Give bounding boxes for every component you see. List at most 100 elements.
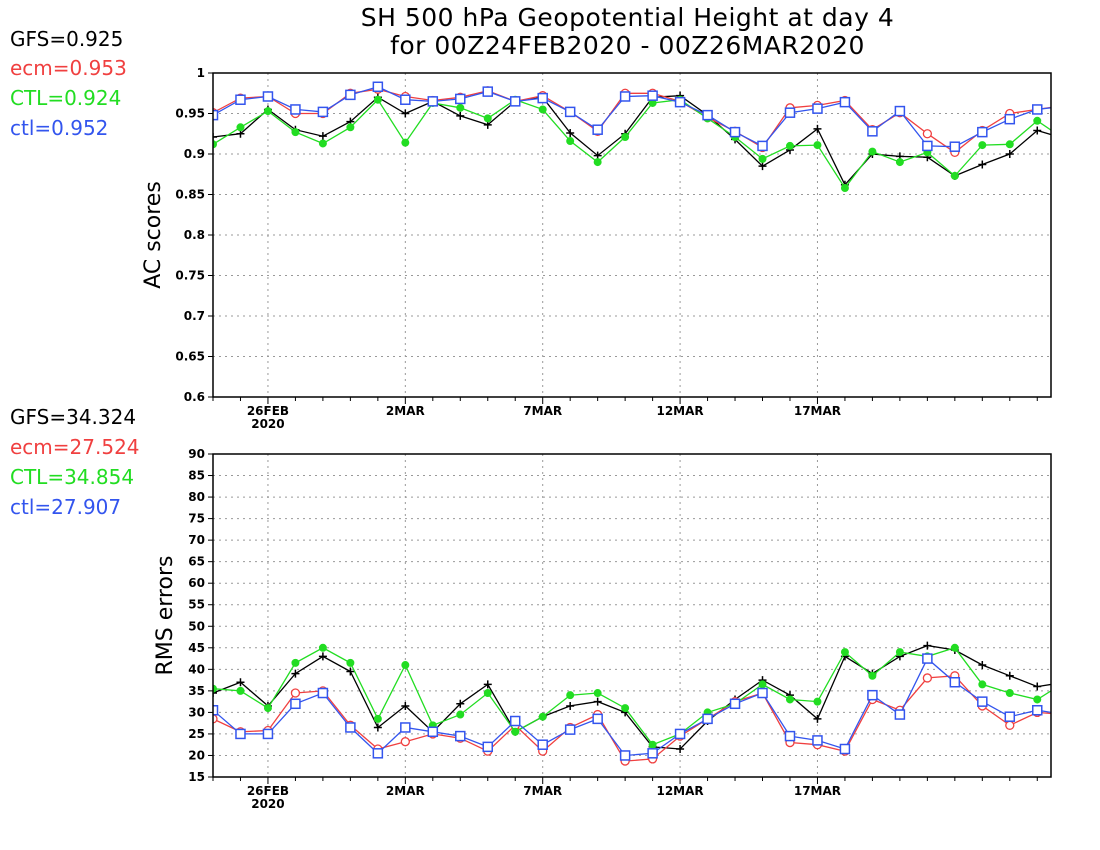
chart-title-line-1: SH 500 hPa Geopotential Height at day 4 [360, 3, 895, 32]
data-point [729, 126, 741, 138]
data-point [1061, 711, 1069, 719]
data-point [1004, 711, 1016, 722]
data-point [978, 141, 987, 150]
data-point [290, 104, 301, 115]
y-tick-label: 40 [188, 662, 205, 676]
data-point [895, 648, 904, 657]
data-point [895, 158, 904, 167]
data-point [511, 727, 520, 736]
y-tick-label: 20 [188, 748, 205, 762]
series-ecm [213, 671, 1069, 766]
data-point [482, 741, 494, 753]
data-point [812, 735, 823, 746]
data-point [1005, 150, 1014, 158]
data-point [757, 140, 768, 152]
data-point [1005, 671, 1014, 680]
data-point [235, 94, 246, 105]
data-point [400, 722, 411, 733]
data-point [291, 669, 300, 678]
data-point [372, 748, 384, 759]
y-tick-label: 0.6 [184, 390, 205, 404]
data-point [537, 92, 548, 104]
data-point [868, 147, 877, 156]
data-point [758, 154, 767, 163]
data-point [1033, 126, 1042, 135]
x-tick-label: 2MAR [386, 404, 425, 418]
data-point [538, 105, 547, 114]
data-point [592, 713, 603, 725]
x-year-label: 2020 [251, 797, 284, 811]
data-point [538, 712, 547, 721]
legend-ac-gfs: GFS=0.925 [10, 27, 124, 51]
data-point [263, 107, 272, 116]
data-point [456, 103, 465, 112]
y-tick-label: 0.8 [184, 228, 205, 242]
data-point [483, 689, 492, 698]
data-point [621, 704, 630, 713]
legend-rms-gfs: GFS=34.324 [10, 405, 137, 429]
legend-rms-ecm: ecm=27.524 [10, 435, 140, 459]
plot-area [213, 641, 1069, 766]
y-tick-label: 25 [188, 727, 205, 741]
data-point [290, 698, 301, 710]
y-tick-label: 0.65 [175, 350, 205, 364]
data-point [345, 89, 356, 101]
data-point [317, 106, 329, 118]
data-point [1060, 710, 1069, 719]
data-point [922, 653, 933, 664]
data-point [455, 93, 466, 105]
x-tick-label: 17MAR [794, 404, 841, 418]
series-ctl [213, 81, 1069, 152]
data-point [702, 713, 713, 725]
data-point [977, 126, 988, 138]
data-point [758, 162, 767, 171]
series-line-ctl [213, 657, 1051, 757]
y-tick-label: 50 [188, 619, 205, 633]
data-point [674, 728, 686, 740]
y-tick-label: 90 [188, 447, 205, 461]
data-point [400, 737, 410, 747]
data-point [400, 94, 411, 105]
data-point [813, 714, 822, 723]
y-tick-label: 30 [188, 705, 205, 719]
data-point [564, 106, 576, 118]
data-point [839, 96, 851, 108]
data-point [346, 667, 355, 676]
data-point [236, 686, 245, 695]
data-point [427, 96, 439, 107]
data-point [213, 684, 217, 693]
y-tick-label: 55 [188, 598, 205, 612]
data-point [401, 701, 410, 710]
data-point [373, 723, 382, 732]
data-point [1033, 695, 1042, 704]
y-tick-label: 0.95 [175, 107, 205, 121]
data-point [949, 141, 961, 152]
data-point [1005, 689, 1014, 698]
data-point [812, 103, 823, 114]
data-point [262, 91, 274, 102]
data-point [923, 641, 932, 650]
data-point [483, 680, 492, 689]
data-point [647, 748, 658, 759]
rms-errors-chart: 15 20 25 30 35 40 45 50 55 60 65 70 75 80 85 90 26FEB202… [153, 447, 1069, 811]
data-point [978, 680, 987, 689]
legend-rms-ctl-lower: ctl=27.907 [10, 495, 122, 519]
data-point [566, 701, 575, 710]
data-point [213, 140, 217, 149]
data-point [785, 141, 794, 150]
data-point [593, 689, 602, 698]
data-point [922, 129, 933, 139]
data-point [592, 124, 603, 135]
data-point [840, 648, 849, 657]
data-point [401, 138, 410, 147]
data-point [1060, 102, 1069, 111]
series-line-gfs [213, 644, 1051, 750]
data-point [867, 689, 878, 701]
data-point [978, 661, 987, 670]
data-point [757, 687, 768, 699]
data-point [566, 691, 575, 700]
data-point [566, 137, 575, 146]
data-point [236, 123, 245, 132]
series-ctl [213, 95, 1051, 193]
